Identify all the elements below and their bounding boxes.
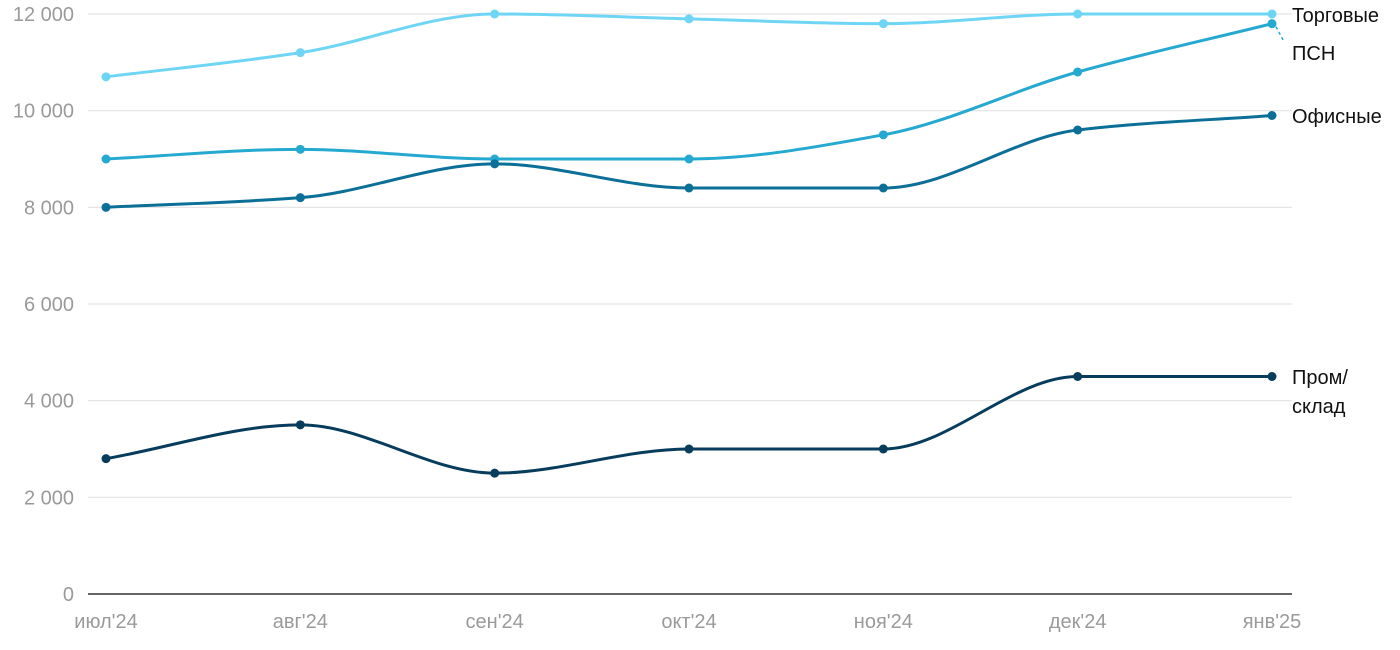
y-tick-label-0: 0 — [63, 584, 74, 606]
series-3-point-0 — [101, 454, 111, 464]
series-1: ПСН — [101, 19, 1335, 164]
x-tick-label-5: дек'24 — [1049, 611, 1107, 633]
series-3-point-1 — [295, 420, 305, 430]
series-2-point-5 — [1073, 125, 1083, 135]
series-1-point-6 — [1267, 19, 1277, 29]
series-0: Торговые — [101, 5, 1379, 82]
series-0-point-4 — [878, 19, 888, 29]
series-1-label-line-0: ПСН — [1292, 43, 1335, 65]
series-3: Пром/склад — [101, 367, 1348, 478]
series-1-line — [104, 22, 1274, 161]
series-3-line — [104, 374, 1274, 475]
series-1-point-1 — [295, 144, 305, 154]
y-tick-label-6000: 6 000 — [24, 294, 74, 316]
series-3-point-5 — [1073, 372, 1083, 381]
y-tick-label-4000: 4 000 — [24, 391, 74, 413]
x-tick-label-0: июл'24 — [74, 611, 137, 633]
series-0-point-2 — [490, 9, 500, 19]
series-0-label-line-0: Торговые — [1292, 5, 1379, 27]
x-tick-label-2: сен'24 — [466, 611, 524, 633]
y-axis-tick-labels: 0 2 000 4 000 6 000 8 000 10 000 12 000 — [13, 4, 74, 606]
series-2-label-line-0: Офисные — [1292, 106, 1382, 128]
series-3-point-3 — [684, 444, 694, 454]
x-tick-label-3: окт'24 — [661, 611, 716, 633]
series-2-point-6 — [1267, 111, 1277, 120]
series-2-point-1 — [295, 193, 305, 203]
series-2-point-2 — [490, 159, 500, 169]
series-1-label: ПСН — [1292, 43, 1335, 65]
x-tick-label-6: янв'25 — [1243, 611, 1302, 633]
series-2-point-4 — [878, 183, 888, 193]
y-tick-label-2000: 2 000 — [24, 487, 74, 509]
series-2: Офисные — [101, 106, 1382, 212]
series-3-label-line-1: склад — [1292, 396, 1346, 418]
y-tick-label-12000: 12 000 — [13, 4, 74, 26]
x-tick-label-1: авг'24 — [273, 611, 328, 633]
series-0-point-1 — [295, 48, 305, 58]
series-0-point-3 — [684, 14, 694, 24]
series-3-point-2 — [490, 468, 500, 478]
series-0-point-6 — [1267, 9, 1277, 19]
y-tick-label-8000: 8 000 — [24, 197, 74, 219]
series-3-label: Пром/склад — [1292, 367, 1348, 418]
series-0-point-0 — [101, 72, 111, 82]
series-1-point-0 — [101, 154, 111, 164]
series-1-point-3 — [684, 154, 694, 164]
series-3-point-6 — [1267, 372, 1277, 381]
gridlines — [88, 13, 1292, 498]
series-0-label: Торговые — [1292, 5, 1379, 27]
y-tick-label-10000: 10 000 — [13, 101, 74, 123]
series-3-point-4 — [878, 444, 888, 454]
series-1-point-4 — [878, 130, 888, 140]
series-2-point-3 — [684, 183, 694, 193]
series-1-label-leader — [1275, 26, 1285, 43]
x-axis-tick-labels: июл'24 авг'24 сен'24 окт'24 ноя'24 дек'24 янв'… — [74, 611, 1301, 633]
series-1-point-5 — [1073, 67, 1083, 77]
series-0-point-5 — [1073, 9, 1083, 19]
series-2-point-0 — [101, 202, 111, 212]
series-3-label-line-0: Пром/ — [1292, 367, 1348, 389]
series-2-label: Офисные — [1292, 106, 1382, 128]
x-tick-label-4: ноя'24 — [854, 611, 913, 633]
